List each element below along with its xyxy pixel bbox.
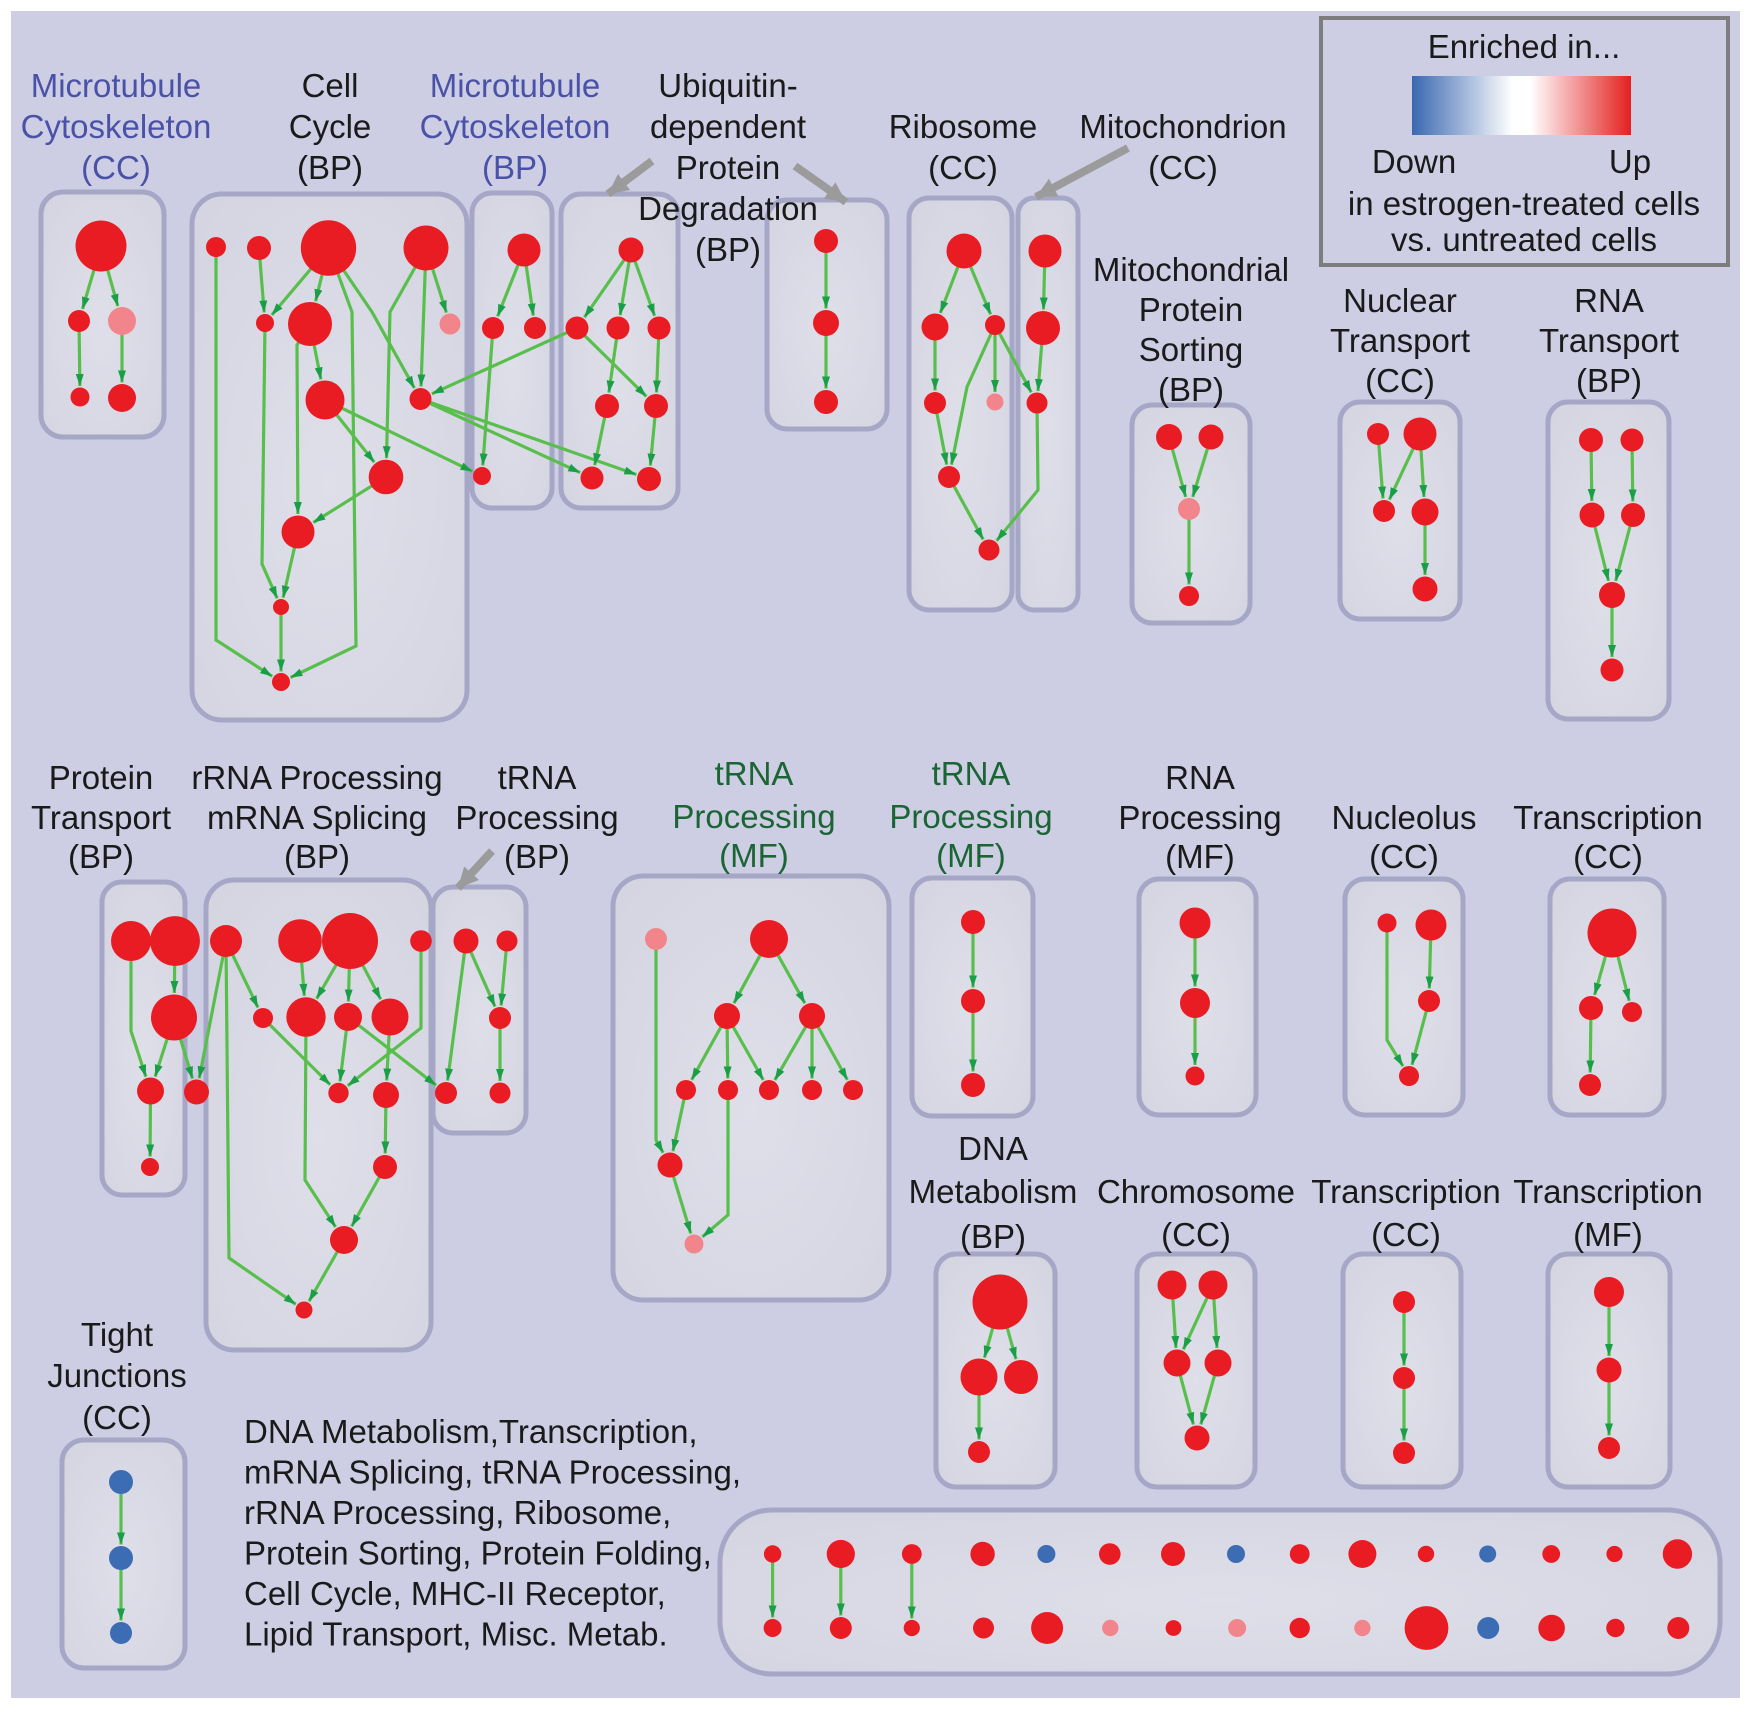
svg-text:Transcription: Transcription <box>1513 799 1703 836</box>
svg-text:(CC): (CC) <box>81 149 151 186</box>
svg-text:(MF): (MF) <box>719 837 789 874</box>
svg-text:Transport: Transport <box>31 799 171 836</box>
svg-text:Junctions: Junctions <box>47 1357 186 1394</box>
svg-text:Processing: Processing <box>889 798 1052 835</box>
svg-text:dependent: dependent <box>650 108 806 145</box>
svg-text:(BP): (BP) <box>68 838 134 875</box>
svg-text:Processing: Processing <box>672 798 835 835</box>
svg-text:(BP): (BP) <box>284 838 350 875</box>
svg-text:Degradation: Degradation <box>638 190 818 227</box>
svg-text:mRNA Splicing: mRNA Splicing <box>207 799 427 836</box>
svg-text:Mitochondrion: Mitochondrion <box>1079 108 1286 145</box>
svg-text:Chromosome: Chromosome <box>1097 1173 1295 1210</box>
svg-text:in estrogen-treated cells: in estrogen-treated cells <box>1348 185 1700 222</box>
svg-text:rRNA Processing: rRNA Processing <box>191 759 442 796</box>
svg-text:DNA Metabolism,Transcription,: DNA Metabolism,Transcription, <box>244 1413 698 1450</box>
svg-text:(BP): (BP) <box>482 149 548 186</box>
svg-text:(BP): (BP) <box>297 149 363 186</box>
svg-text:tRNA: tRNA <box>498 759 577 796</box>
svg-text:(MF): (MF) <box>936 837 1006 874</box>
svg-text:(CC): (CC) <box>1369 838 1439 875</box>
svg-text:(CC): (CC) <box>1161 1216 1231 1253</box>
svg-text:(BP): (BP) <box>504 838 570 875</box>
svg-text:DNA: DNA <box>958 1130 1028 1167</box>
svg-text:tRNA: tRNA <box>715 755 794 792</box>
svg-text:Processing: Processing <box>455 799 618 836</box>
svg-text:tRNA: tRNA <box>932 755 1011 792</box>
svg-text:Processing: Processing <box>1118 799 1281 836</box>
svg-text:Lipid Transport, Misc. Metab.: Lipid Transport, Misc. Metab. <box>244 1616 668 1653</box>
svg-text:Transport: Transport <box>1539 322 1679 359</box>
svg-text:Cycle: Cycle <box>289 108 372 145</box>
svg-text:Ribosome: Ribosome <box>889 108 1038 145</box>
svg-text:Transport: Transport <box>1330 322 1470 359</box>
svg-text:Microtubule: Microtubule <box>31 67 202 104</box>
svg-text:(CC): (CC) <box>1148 149 1218 186</box>
svg-text:(BP): (BP) <box>1158 371 1224 408</box>
svg-text:Protein: Protein <box>1139 291 1244 328</box>
svg-text:Protein Sorting, Protein Foldi: Protein Sorting, Protein Folding, <box>244 1535 712 1572</box>
svg-text:(CC): (CC) <box>1573 838 1643 875</box>
svg-text:Protein: Protein <box>49 759 154 796</box>
svg-text:Tight: Tight <box>81 1316 153 1353</box>
svg-text:Cell Cycle, MHC-II Receptor,: Cell Cycle, MHC-II Receptor, <box>244 1575 666 1612</box>
svg-text:Up: Up <box>1609 143 1651 180</box>
svg-text:(CC): (CC) <box>928 149 998 186</box>
svg-text:Metabolism: Metabolism <box>909 1173 1078 1210</box>
svg-text:Cytoskeleton: Cytoskeleton <box>420 108 611 145</box>
svg-text:Nucleolus: Nucleolus <box>1332 799 1477 836</box>
svg-text:RNA: RNA <box>1165 759 1235 796</box>
svg-text:Protein: Protein <box>676 149 781 186</box>
svg-text:Transcription: Transcription <box>1513 1173 1703 1210</box>
svg-text:(MF): (MF) <box>1573 1216 1643 1253</box>
svg-text:Microtubule: Microtubule <box>430 67 601 104</box>
svg-text:(BP): (BP) <box>960 1218 1026 1255</box>
svg-text:(CC): (CC) <box>82 1399 152 1436</box>
svg-text:vs. untreated cells: vs. untreated cells <box>1391 221 1657 258</box>
svg-text:Ubiquitin-: Ubiquitin- <box>658 67 797 104</box>
svg-text:Down: Down <box>1372 143 1456 180</box>
svg-text:(CC): (CC) <box>1371 1216 1441 1253</box>
svg-text:Mitochondrial: Mitochondrial <box>1093 251 1289 288</box>
svg-text:(BP): (BP) <box>1576 362 1642 399</box>
svg-text:Sorting: Sorting <box>1139 331 1244 368</box>
svg-text:(BP): (BP) <box>695 231 761 268</box>
svg-text:rRNA Processing, Ribosome,: rRNA Processing, Ribosome, <box>244 1494 671 1531</box>
svg-text:Cytoskeleton: Cytoskeleton <box>21 108 212 145</box>
svg-text:(CC): (CC) <box>1365 362 1435 399</box>
svg-text:Transcription: Transcription <box>1311 1173 1501 1210</box>
svg-text:mRNA Splicing, tRNA Processing: mRNA Splicing, tRNA Processing, <box>244 1454 741 1491</box>
svg-text:Cell: Cell <box>302 67 359 104</box>
svg-text:Nuclear: Nuclear <box>1343 282 1457 319</box>
svg-text:Enriched in...: Enriched in... <box>1428 28 1621 65</box>
svg-text:(MF): (MF) <box>1165 838 1235 875</box>
svg-text:RNA: RNA <box>1574 282 1644 319</box>
